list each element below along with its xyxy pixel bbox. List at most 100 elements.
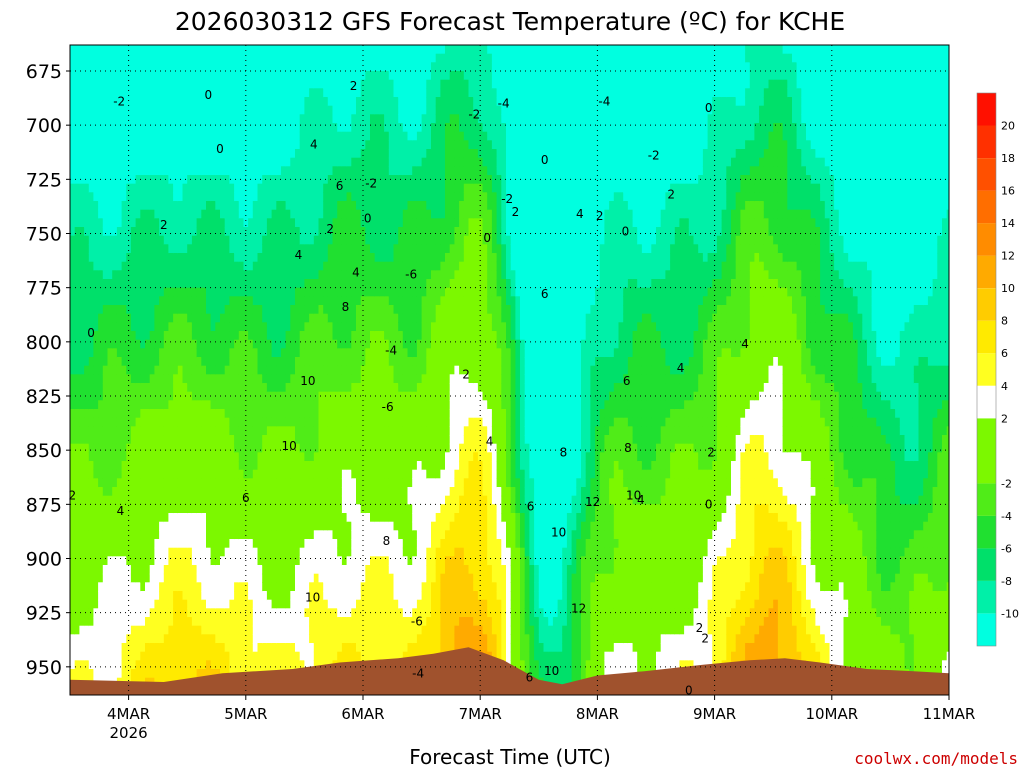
temperature-cell [145,279,151,289]
temperature-cell [374,383,380,393]
temperature-cell [346,157,352,167]
temperature-cell [107,157,113,167]
temperature-cell [224,573,230,583]
temperature-cell [229,530,235,540]
temperature-cell [295,218,301,228]
temperature-cell [243,97,249,107]
temperature-cell [220,452,226,462]
temperature-cell [370,452,376,462]
temperature-cell [102,123,109,133]
temperature-cell [173,287,179,297]
temperature-cell [271,478,277,488]
temperature-cell [201,140,207,150]
temperature-cell [299,400,305,410]
temperature-cell [234,339,240,349]
temperature-cell [276,296,282,306]
temperature-cell [266,495,273,505]
temperature-cell [173,279,179,289]
temperature-cell [135,521,141,531]
temperature-cell [313,625,320,635]
temperature-cell [252,521,259,531]
temperature-cell [285,331,291,341]
temperature-cell [248,348,254,358]
temperature-cell [149,79,155,89]
temperature-cell [374,608,380,618]
temperature-cell [356,556,362,566]
temperature-cell [327,547,334,557]
temperature-cell [126,339,132,349]
temperature-cell [332,565,338,575]
temperature-cell [149,599,155,609]
temperature-cell [281,79,287,89]
temperature-cell [201,591,207,601]
temperature-cell [187,617,193,627]
temperature-cell [271,296,277,306]
temperature-cell [318,591,324,601]
temperature-cell [332,62,338,72]
temperature-cell [332,131,338,141]
temperature-cell [304,539,310,549]
temperature-cell [154,270,160,280]
temperature-cell [309,313,315,323]
temperature-cell [229,651,235,661]
temperature-cell [266,218,273,228]
temperature-cell [154,140,160,150]
temperature-cell [229,244,235,254]
temperature-cell [191,166,198,176]
temperature-cell [102,539,109,549]
temperature-cell [210,209,216,219]
temperature-cell [346,218,352,228]
temperature-cell [70,504,76,514]
temperature-cell [252,140,259,150]
temperature-cell [365,634,371,644]
temperature-cell [327,244,334,254]
temperature-cell [224,305,230,315]
temperature-cell [285,634,291,644]
temperature-cell [285,469,291,479]
temperature-cell [370,88,376,98]
temperature-cell [70,599,76,609]
temperature-cell [281,409,287,419]
temperature-cell [332,157,338,167]
temperature-cell [102,617,109,627]
temperature-cell [191,478,198,488]
temperature-cell [248,97,254,107]
temperature-cell [126,270,132,280]
temperature-cell [304,591,310,601]
temperature-cell [74,469,80,479]
temperature-cell [177,374,184,384]
temperature-cell [281,504,287,514]
temperature-cell [318,227,324,237]
temperature-cell [318,643,324,653]
temperature-cell [365,279,371,289]
temperature-cell [356,365,362,375]
temperature-cell [365,105,371,115]
temperature-cell [252,573,259,583]
temperature-cell [135,244,141,254]
temperature-cell [121,660,127,670]
temperature-cell [332,287,338,297]
temperature-cell [351,62,357,72]
temperature-cell [215,625,221,635]
temperature-cell [365,218,371,228]
temperature-cell [281,175,287,185]
temperature-cell [337,556,343,566]
temperature-cell [79,591,85,601]
temperature-cell [360,183,366,193]
temperature-cell [229,591,235,601]
temperature-cell [229,443,235,453]
temperature-cell [299,201,305,211]
temperature-cell [374,149,380,159]
temperature-cell [182,660,188,670]
temperature-cell [285,253,291,263]
temperature-cell [224,582,230,592]
temperature-cell [206,331,212,341]
temperature-cell [206,461,212,471]
temperature-cell [177,504,184,514]
temperature-cell [93,183,99,193]
temperature-cell [337,244,343,254]
temperature-cell [309,235,315,245]
temperature-cell [191,175,198,185]
temperature-cell [88,469,95,479]
temperature-cell [201,400,207,410]
